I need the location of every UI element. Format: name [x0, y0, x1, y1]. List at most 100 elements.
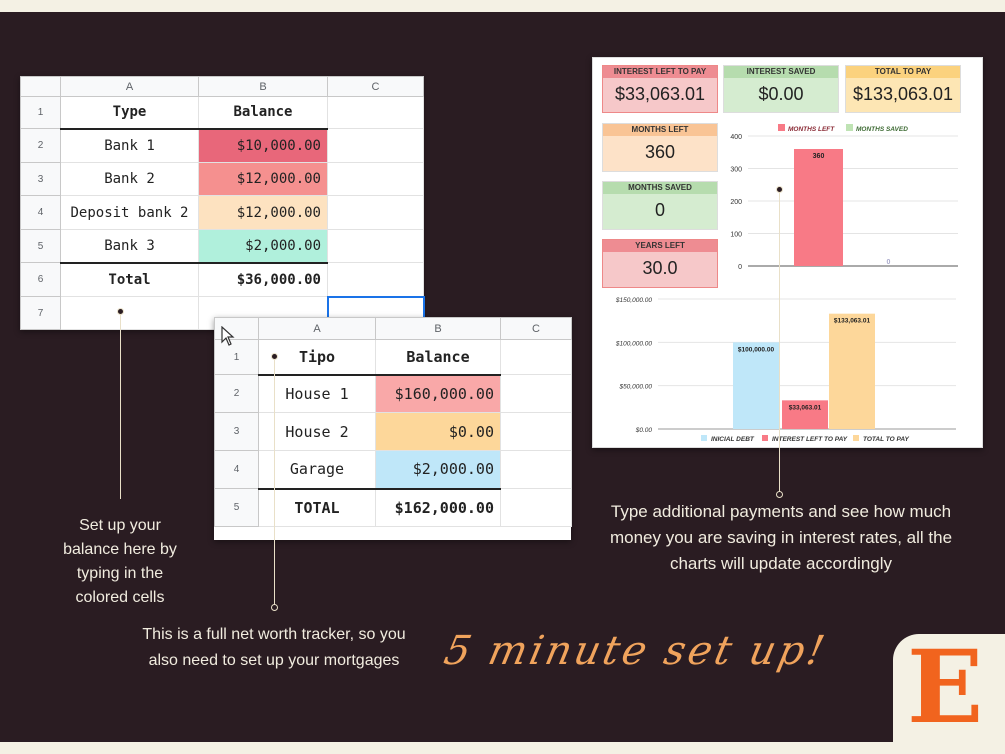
row-header[interactable]: 2: [20, 128, 61, 163]
row-header[interactable]: 3: [20, 162, 61, 196]
connector-dot: [271, 604, 278, 611]
kpi-label: YEARS LEFT: [603, 240, 717, 252]
cell[interactable]: [327, 262, 424, 297]
kpi-label: MONTHS LEFT: [603, 124, 717, 136]
total-value-cell[interactable]: $36,000.00: [198, 262, 328, 297]
loan-dashboard: INTEREST LEFT TO PAY $33,063.01 INTEREST…: [592, 57, 983, 448]
cell[interactable]: [327, 195, 424, 230]
total-value-cell[interactable]: $162,000.00: [375, 488, 501, 527]
row-header[interactable]: 4: [20, 195, 61, 230]
row-header[interactable]: 2: [214, 374, 259, 413]
cell[interactable]: [327, 162, 424, 196]
cell-balance[interactable]: $10,000.00: [198, 128, 328, 163]
sheet-corner[interactable]: [20, 76, 61, 97]
connector-dot: [271, 353, 278, 360]
kpi-interest-left: INTEREST LEFT TO PAY $33,063.01: [602, 65, 718, 113]
cell-balance[interactable]: $0.00: [375, 412, 501, 451]
row-header[interactable]: 1: [20, 96, 61, 129]
data-label: $133,063.01: [834, 318, 871, 325]
row-header[interactable]: 3: [214, 412, 259, 451]
row-header[interactable]: 4: [214, 450, 259, 489]
cell-balance[interactable]: $12,000.00: [198, 195, 328, 230]
column-header-c[interactable]: C: [327, 76, 424, 97]
cell[interactable]: [500, 412, 572, 451]
header-cell-balance[interactable]: Balance: [375, 339, 501, 376]
y-tick-label: 100: [730, 232, 742, 239]
data-label: 360: [813, 153, 825, 160]
kpi-label: TOTAL TO PAY: [846, 66, 960, 78]
cell-type[interactable]: House 1: [258, 374, 376, 413]
balance-sheet: A B C 1 Type Balance 2 Bank 1 $10,000.00…: [20, 76, 425, 331]
column-header-b[interactable]: B: [375, 317, 501, 340]
cell-type[interactable]: Garage: [258, 450, 376, 490]
data-label: $33,063.01: [789, 404, 822, 411]
kpi-months-saved: MONTHS SAVED 0: [602, 181, 718, 230]
legend-swatch: [778, 124, 785, 131]
y-tick-label: $0.00: [635, 427, 653, 434]
legend-label: TOTAL TO PAY: [863, 436, 910, 443]
legend-swatch: [762, 435, 768, 441]
connector-dot: [776, 491, 783, 498]
legend-swatch: [853, 435, 859, 441]
data-label: 0: [887, 259, 891, 266]
cell[interactable]: [500, 450, 572, 489]
row-header[interactable]: 7: [20, 296, 61, 330]
cell-balance[interactable]: $160,000.00: [375, 374, 501, 413]
row-header[interactable]: 1: [214, 339, 259, 375]
cell-type[interactable]: Bank 2: [60, 162, 199, 196]
cell[interactable]: [327, 229, 424, 263]
y-tick-label: $50,000.00: [618, 384, 652, 391]
kpi-label: INTEREST LEFT TO PAY: [603, 66, 717, 78]
slogan-text: 5 minute set up!: [440, 628, 832, 674]
connector-line: [274, 358, 275, 606]
cell-type[interactable]: Deposit bank 2: [60, 195, 199, 230]
row-header[interactable]: 5: [214, 488, 259, 527]
kpi-value: $133,063.01: [852, 84, 954, 104]
caption-payments: Type additional payments and see how muc…: [609, 502, 953, 573]
bar-1: [782, 400, 828, 429]
y-tick-label: $150,000.00: [615, 297, 653, 304]
cell[interactable]: [327, 128, 424, 163]
y-tick-label: 300: [730, 167, 742, 174]
etsy-logo-letter: E: [907, 628, 984, 746]
cell[interactable]: [500, 339, 572, 375]
kpi-label: INTEREST SAVED: [724, 66, 838, 78]
row-header[interactable]: 6: [20, 262, 61, 297]
cell-type[interactable]: Bank 3: [60, 229, 199, 264]
total-label-cell[interactable]: TOTAL: [258, 488, 376, 527]
y-tick-label: $100,000.00: [615, 340, 653, 347]
column-header-a[interactable]: A: [60, 76, 199, 97]
legend-swatch: [701, 435, 707, 441]
header-cell-type[interactable]: Type: [60, 96, 199, 130]
column-header-b[interactable]: B: [198, 76, 328, 97]
cell-type[interactable]: Bank 1: [60, 128, 199, 163]
etsy-logo[interactable]: E: [893, 628, 1005, 746]
total-label-cell[interactable]: Total: [60, 262, 199, 297]
header-cell-balance[interactable]: Balance: [198, 96, 328, 130]
data-label: $100,000.00: [738, 346, 775, 353]
connector-dot: [776, 186, 783, 193]
bar-0: [733, 342, 779, 429]
cell[interactable]: [500, 374, 572, 413]
kpi-months-left: MONTHS LEFT 360: [602, 123, 718, 172]
row-header[interactable]: 5: [20, 229, 61, 263]
connector-dot: [117, 308, 124, 315]
cell[interactable]: [327, 96, 424, 129]
y-tick-label: 0: [738, 264, 742, 271]
kpi-value: 0: [654, 200, 665, 220]
kpi-total-to-pay: TOTAL TO PAY $133,063.01: [845, 65, 961, 113]
cell-balance[interactable]: $2,000.00: [375, 450, 501, 490]
connector-line: [779, 191, 780, 493]
column-header-c[interactable]: C: [500, 317, 572, 340]
debt-chart: $150,000.00 $100,000.00 $50,000.00 $0.00 $10…: [615, 297, 956, 443]
cell-balance[interactable]: $12,000.00: [198, 162, 328, 196]
kpi-value: $33,063.01: [614, 84, 706, 104]
cell[interactable]: [500, 488, 572, 527]
cell[interactable]: [60, 296, 199, 330]
cell-balance[interactable]: $2,000.00: [198, 229, 328, 264]
kpi-interest-saved: INTEREST SAVED $0.00: [723, 65, 839, 113]
mouse-cursor-icon: [221, 326, 235, 346]
cell-type[interactable]: House 2: [258, 412, 376, 451]
column-header-a[interactable]: A: [258, 317, 376, 340]
bar-2: [829, 313, 875, 429]
